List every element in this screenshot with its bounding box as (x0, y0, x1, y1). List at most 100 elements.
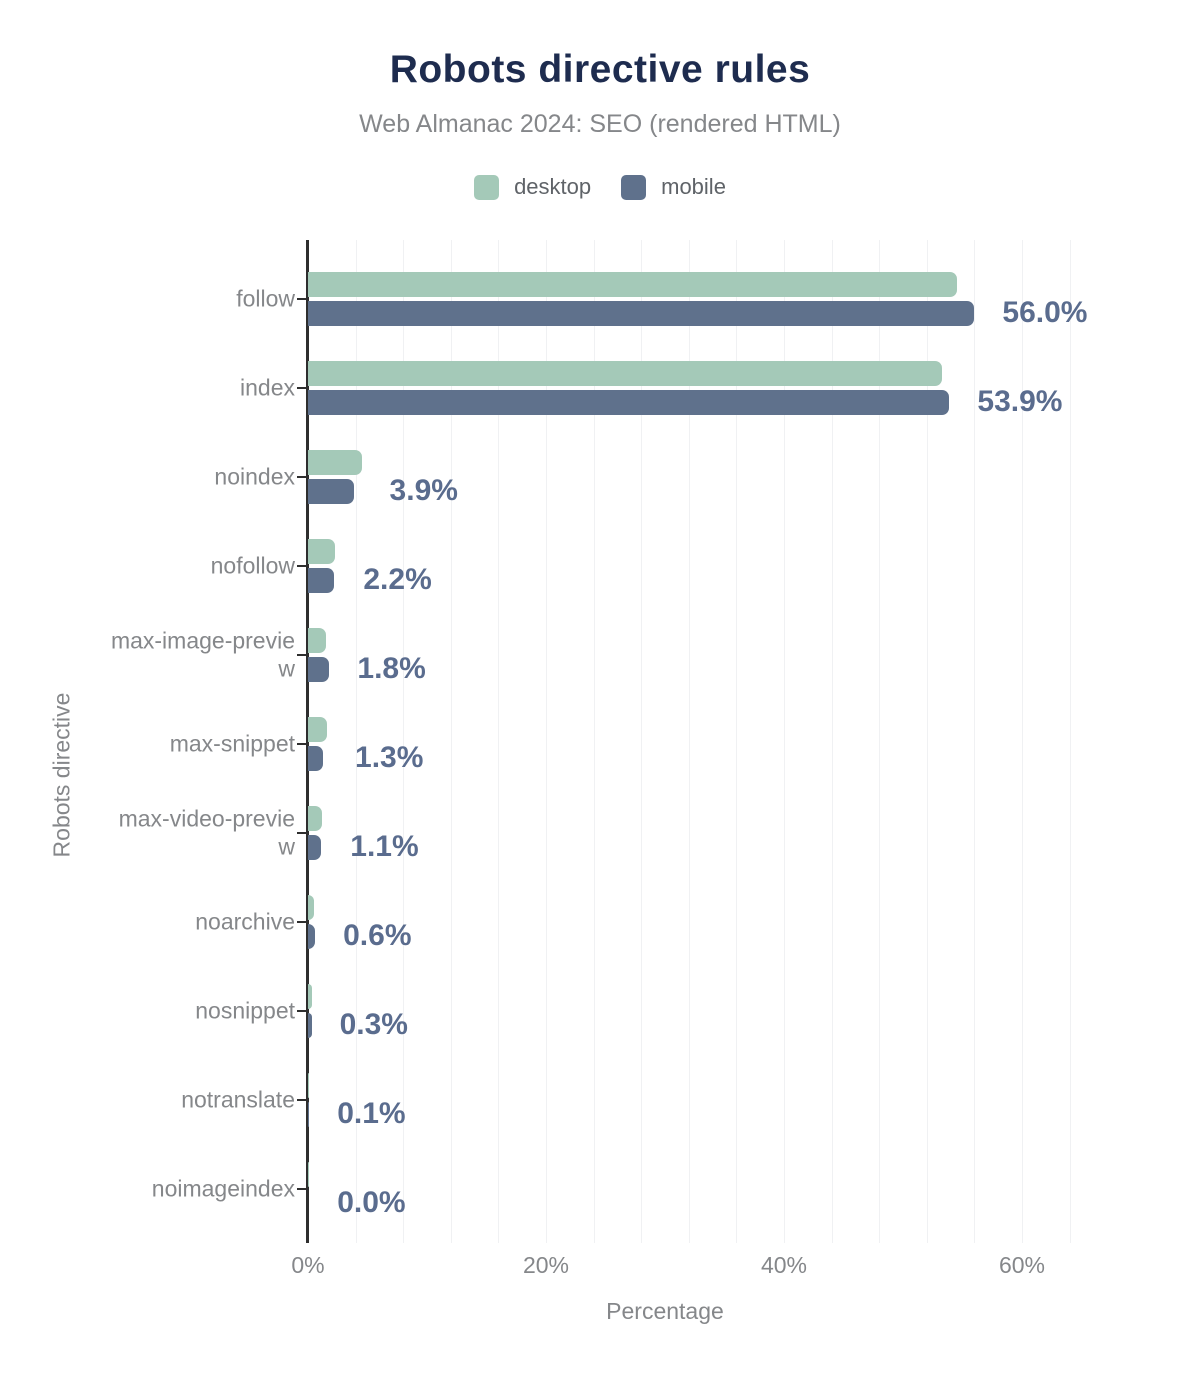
value-label-max-video-preview: 1.1% (350, 830, 419, 863)
category-label-index: index (240, 374, 295, 401)
bar-mobile-index (308, 389, 950, 415)
chart-row-follow: follow 56.0% (236, 254, 1168, 343)
chart-title: Robots directive rules (389, 48, 811, 91)
category-label-nofollow: nofollow (210, 552, 295, 579)
category-label-max-video-preview: max-video-previe w (118, 804, 295, 860)
bar-desktop-nofollow (308, 538, 336, 564)
category-label-follow: follow (236, 285, 295, 312)
bar-desktop-max-image-preview (308, 627, 326, 653)
category-tick (297, 831, 306, 834)
gridline (546, 240, 547, 1243)
legend-item-mobile[interactable]: mobile (621, 174, 726, 200)
gridline (450, 240, 452, 1243)
category-label-max-snippet: max-snippet (169, 730, 295, 757)
value-label-noindex: 3.9% (389, 474, 458, 507)
category-tick (297, 653, 306, 656)
value-label-max-snippet: 1.3% (355, 741, 424, 774)
chart-row-nofollow: nofollow 2.2% (211, 521, 1168, 610)
value-label-nosnippet: 0.3% (339, 1008, 408, 1041)
gridline (403, 240, 405, 1243)
legend: desktop mobile (0, 174, 1200, 200)
category-tick (297, 1009, 306, 1012)
gridline (736, 240, 738, 1243)
gridline (784, 240, 785, 1243)
y-axis-line (306, 240, 309, 1243)
x-tick-label-0%: 0% (291, 1252, 325, 1278)
category-tick (297, 564, 306, 567)
bar-desktop-max-video-preview (308, 805, 323, 831)
chart-row-nosnippet: nosnippet 0.3% (195, 966, 1168, 1055)
bar-desktop-index (308, 360, 943, 386)
category-label-noarchive: noarchive (195, 908, 295, 935)
x-tick-label-40%: 40% (760, 1252, 808, 1278)
category-tick (297, 920, 306, 923)
bar-mobile-noarchive (308, 923, 316, 949)
chart-row-notranslate: notranslate 0.1% (181, 1055, 1168, 1144)
chart-row-max-image-preview: max-image-previe w 1.8% (111, 610, 1168, 699)
gridline (355, 240, 357, 1243)
bar-mobile-nosnippet (308, 1012, 312, 1038)
value-label-max-image-preview: 1.8% (357, 652, 426, 685)
bar-desktop-noarchive (308, 894, 314, 920)
chart-row-max-snippet: max-snippet 1.3% (170, 699, 1168, 788)
legend-label-desktop: desktop (514, 174, 592, 199)
legend-item-desktop[interactable]: desktop (474, 174, 591, 200)
chart-row-noimageindex: noimageindex 0.0% (152, 1144, 1168, 1233)
gridline (641, 240, 643, 1243)
gridline (593, 240, 595, 1243)
bar-desktop-nosnippet (308, 983, 312, 1009)
legend-swatch-mobile-icon (621, 174, 647, 200)
bar-mobile-follow (308, 300, 975, 326)
bar-mobile-max-snippet (308, 745, 324, 771)
value-label-follow: 56.0% (1002, 296, 1088, 329)
legend-swatch-desktop-icon (474, 174, 500, 200)
chart-row-index: index 53.9% (240, 343, 1168, 432)
legend-label-mobile: mobile (661, 174, 726, 199)
value-label-noimageindex: 0.0% (337, 1186, 406, 1219)
gridline (831, 240, 833, 1243)
bar-mobile-nofollow (308, 567, 335, 593)
chart-row-max-video-preview: max-video-previe w 1.1% (119, 788, 1168, 877)
category-tick (297, 386, 306, 389)
bar-mobile-noindex (308, 478, 355, 504)
bar-rows: follow 56.0% index 53.9% noindex 3.9% nofollow… (111, 254, 1168, 1233)
gridline (498, 240, 500, 1243)
bar-mobile-notranslate (308, 1101, 310, 1127)
chart-subtitle: Web Almanac 2024: SEO (rendered HTML) (359, 110, 841, 138)
value-label-index: 53.9% (977, 385, 1063, 418)
category-label-max-image-preview: max-image-previe w (110, 626, 295, 682)
gridline (926, 240, 928, 1243)
x-axis-ticks: 0% 20% 40% 60% (291, 1252, 1168, 1282)
chart-row-noarchive: noarchive 0.6% (195, 877, 1168, 966)
gridline (1069, 240, 1071, 1243)
plot-area: follow 56.0% index 53.9% noindex 3.9% nofollow… (111, 240, 1168, 1243)
category-label-notranslate: notranslate (181, 1086, 295, 1113)
category-tick (297, 297, 306, 300)
chart-row-noindex: noindex 3.9% (214, 432, 1168, 521)
bar-desktop-max-snippet (308, 716, 328, 742)
bar-desktop-notranslate (308, 1072, 310, 1098)
gridline (1022, 240, 1023, 1243)
category-tick (297, 475, 306, 478)
bar-desktop-noindex (308, 449, 362, 475)
bar-desktop-noimageindex (308, 1161, 310, 1187)
x-axis-title: Percentage (606, 1298, 724, 1324)
category-tick (297, 1098, 306, 1101)
gridline (974, 240, 976, 1243)
category-label-nosnippet: nosnippet (195, 997, 295, 1024)
category-tick (297, 742, 306, 745)
category-label-noindex: noindex (214, 463, 295, 490)
bar-desktop-follow (308, 271, 957, 297)
value-label-notranslate: 0.1% (337, 1097, 406, 1130)
value-label-noarchive: 0.6% (343, 919, 412, 952)
x-tick-label-20%: 20% (522, 1252, 570, 1278)
gridline (688, 240, 690, 1243)
bar-mobile-max-image-preview (308, 656, 330, 682)
gridline (879, 240, 881, 1243)
category-label-noimageindex: noimageindex (151, 1175, 295, 1202)
y-axis-title: Robots directive (48, 692, 75, 858)
bar-mobile-max-video-preview (308, 834, 322, 860)
x-tick-label-60%: 60% (998, 1252, 1046, 1278)
category-tick (297, 1187, 306, 1190)
